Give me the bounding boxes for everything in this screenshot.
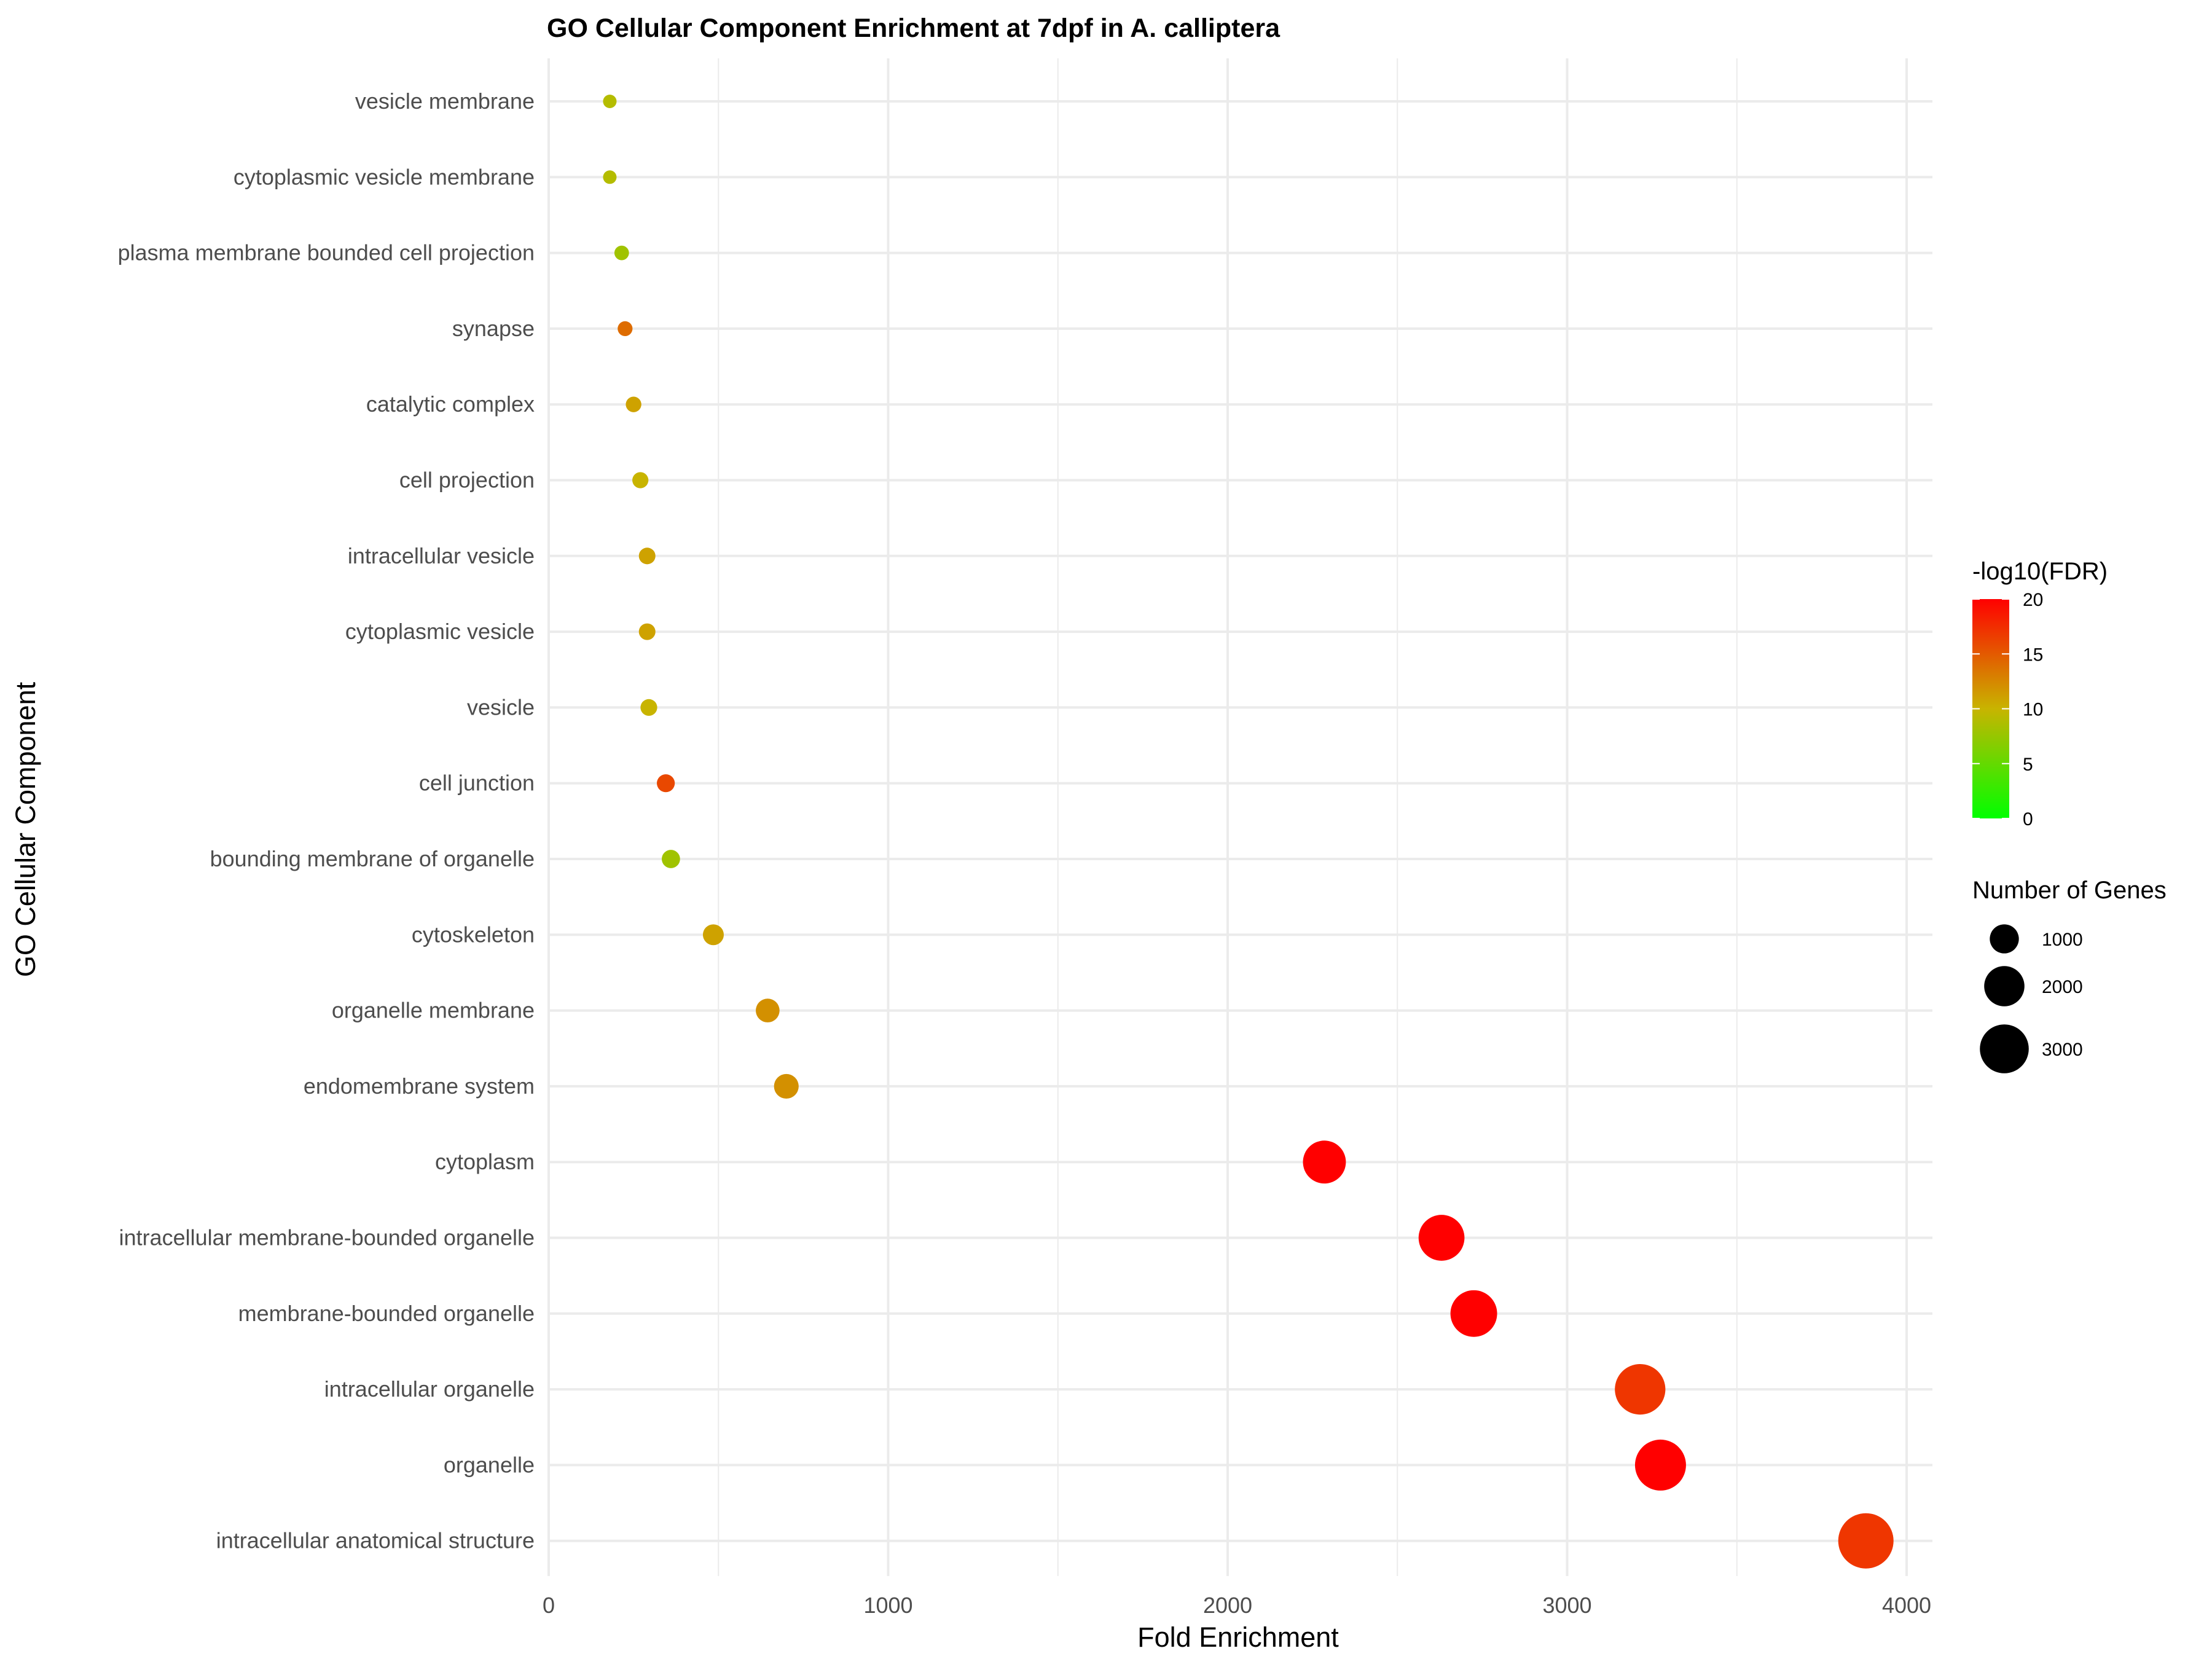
data-point: [626, 396, 641, 412]
y-tick-label: organelle: [444, 1452, 535, 1477]
y-tick-label: cytoplasmic vesicle: [345, 619, 535, 644]
data-point: [603, 95, 617, 108]
color-legend-label: 20: [2023, 590, 2043, 610]
y-tick-label: intracellular anatomical structure: [216, 1528, 535, 1553]
data-point: [756, 998, 780, 1022]
y-tick-label: intracellular vesicle: [348, 543, 535, 568]
y-tick-label: bounding membrane of organelle: [210, 846, 535, 871]
y-tick-label: intracellular organelle: [324, 1376, 535, 1402]
data-point: [702, 924, 724, 946]
color-legend-label: 10: [2023, 700, 2043, 720]
size-legend-label: 1000: [2042, 930, 2083, 950]
size-legend-items: 1000 2000 3000: [1980, 924, 2083, 1073]
y-tick-label: membrane-bounded organelle: [238, 1301, 535, 1326]
grid-lines: [547, 58, 1932, 1576]
x-tick-label: 1000: [863, 1593, 912, 1618]
color-legend-label: 0: [2023, 809, 2033, 830]
data-point: [638, 547, 656, 565]
data-point: [638, 623, 656, 640]
y-tick-label: plasma membrane bounded cell projection: [118, 240, 535, 265]
color-legend-label: 15: [2023, 645, 2043, 665]
x-tick-label: 0: [543, 1593, 555, 1618]
data-point: [632, 472, 649, 488]
y-tick-label: intracellular membrane-bounded organelle: [119, 1225, 535, 1250]
data-point: [662, 850, 680, 868]
chart-title: GO Cellular Component Enrichment at 7dpf…: [547, 14, 1281, 43]
size-legend-label: 3000: [2042, 1040, 2083, 1060]
y-tick-label: cell projection: [399, 468, 535, 493]
color-legend-ticks: 0 5 10 15 20: [1972, 590, 2043, 830]
color-legend: -log10(FDR) 0 5 10 15 20: [1972, 558, 2108, 830]
size-legend-dot: [1980, 1024, 2029, 1073]
data-point: [614, 245, 629, 261]
data-point: [618, 321, 633, 337]
data-point: [1303, 1140, 1346, 1184]
data-point: [657, 774, 675, 793]
y-tick-label: catalytic complex: [366, 391, 535, 417]
size-legend-label: 2000: [2042, 977, 2083, 997]
y-tick-label: cytoskeleton: [412, 922, 535, 947]
y-tick-label: endomembrane system: [304, 1073, 535, 1099]
size-legend: Number of Genes 1000 2000 3000: [1972, 877, 2167, 1073]
size-legend-dot: [1984, 966, 2025, 1006]
y-tick-label: cytoplasm: [435, 1149, 535, 1174]
x-tick-label: 2000: [1203, 1593, 1252, 1618]
data-point: [774, 1073, 799, 1099]
data-point: [1418, 1215, 1465, 1261]
y-axis-tick-labels: vesicle membrane cytoplasmic vesicle memb…: [118, 88, 535, 1553]
data-point: [603, 170, 617, 184]
y-tick-label: synapse: [452, 316, 535, 341]
data-point: [1838, 1513, 1894, 1569]
x-tick-label: 4000: [1882, 1593, 1931, 1618]
x-axis-title: Fold Enrichment: [1137, 1622, 1339, 1653]
data-point: [1450, 1290, 1497, 1337]
x-tick-label: 3000: [1542, 1593, 1591, 1618]
color-legend-label: 5: [2023, 755, 2033, 775]
data-point: [640, 699, 657, 716]
size-legend-dot: [1990, 924, 2019, 954]
size-legend-title: Number of Genes: [1972, 877, 2167, 904]
color-legend-title: -log10(FDR): [1972, 558, 2108, 585]
y-tick-label: vesicle: [467, 694, 535, 720]
y-tick-label: organelle membrane: [332, 998, 535, 1023]
data-point: [1615, 1363, 1666, 1415]
y-tick-label: cytoplasmic vesicle membrane: [233, 164, 535, 189]
data-point: [1634, 1439, 1686, 1491]
data-points: [603, 95, 1894, 1569]
y-tick-label: vesicle membrane: [355, 88, 535, 114]
y-axis-title: GO Cellular Component: [10, 681, 41, 977]
y-tick-label: cell junction: [419, 771, 535, 796]
x-axis-tick-labels: 0 1000 2000 3000 4000: [543, 1593, 1931, 1618]
